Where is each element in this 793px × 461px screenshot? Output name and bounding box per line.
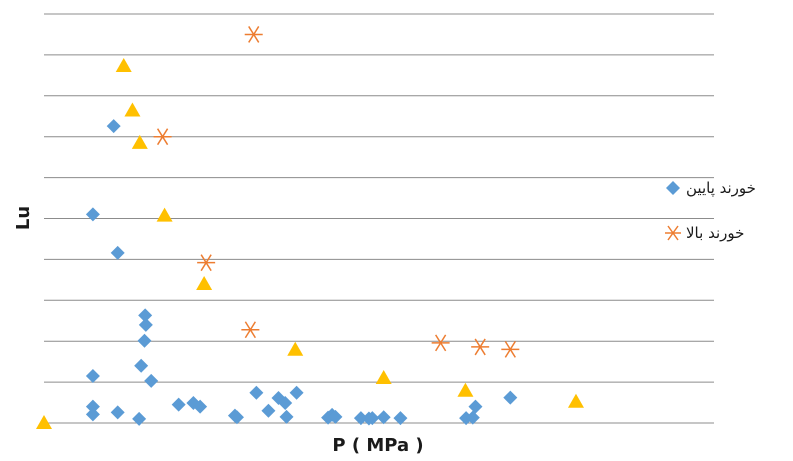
diamond-point [144,374,158,388]
diamond-point [86,207,100,221]
asterisk-point [501,341,519,357]
asterisk-point [197,255,215,271]
triangle-point [157,208,173,222]
asterisk-point [154,129,172,145]
x-axis-label: P ( MPa ) [332,435,423,456]
diamond-point [172,398,186,412]
diamond-point [261,404,275,418]
diamond-point [111,405,125,419]
diamond-point [134,359,148,373]
y-axis-label: Lu [13,206,34,230]
legend-item-low: خورند پایین [666,179,756,198]
triangle-point [376,370,392,384]
triangle-point [36,415,52,429]
legend-item-high: خورند بالا [665,224,744,242]
diamond-point [111,246,125,260]
legend-diamond-marker [666,181,680,195]
asterisk-point [241,322,259,338]
diamond-point [249,386,263,400]
diamond-point [280,410,294,424]
triangle-point [287,342,303,356]
gridlines [44,14,714,423]
legend-label-low: خورند پایین [686,179,756,198]
triangle-point [116,58,132,72]
legend-asterisk-marker [665,226,681,240]
asterisk-point [432,335,450,351]
series-0 [86,119,517,426]
legend-label-high: خورند بالا [686,224,744,242]
diamond-point [468,400,482,414]
plot-area [36,26,584,429]
diamond-point [377,410,391,424]
series-2 [36,58,584,429]
triangle-point [457,383,473,397]
diamond-point [290,386,304,400]
diamond-point [138,308,152,322]
triangle-point [124,103,140,117]
diamond-point [86,400,100,414]
triangle-point [196,276,212,290]
diamond-point [132,412,146,426]
triangle-point [568,394,584,408]
series-1 [154,26,520,357]
diamond-point [107,119,121,133]
diamond-point [138,334,152,348]
legend: خورند پایین خورند بالا [665,179,756,242]
asterisk-point [245,26,263,42]
diamond-point [503,391,517,405]
diamond-point [86,369,100,383]
